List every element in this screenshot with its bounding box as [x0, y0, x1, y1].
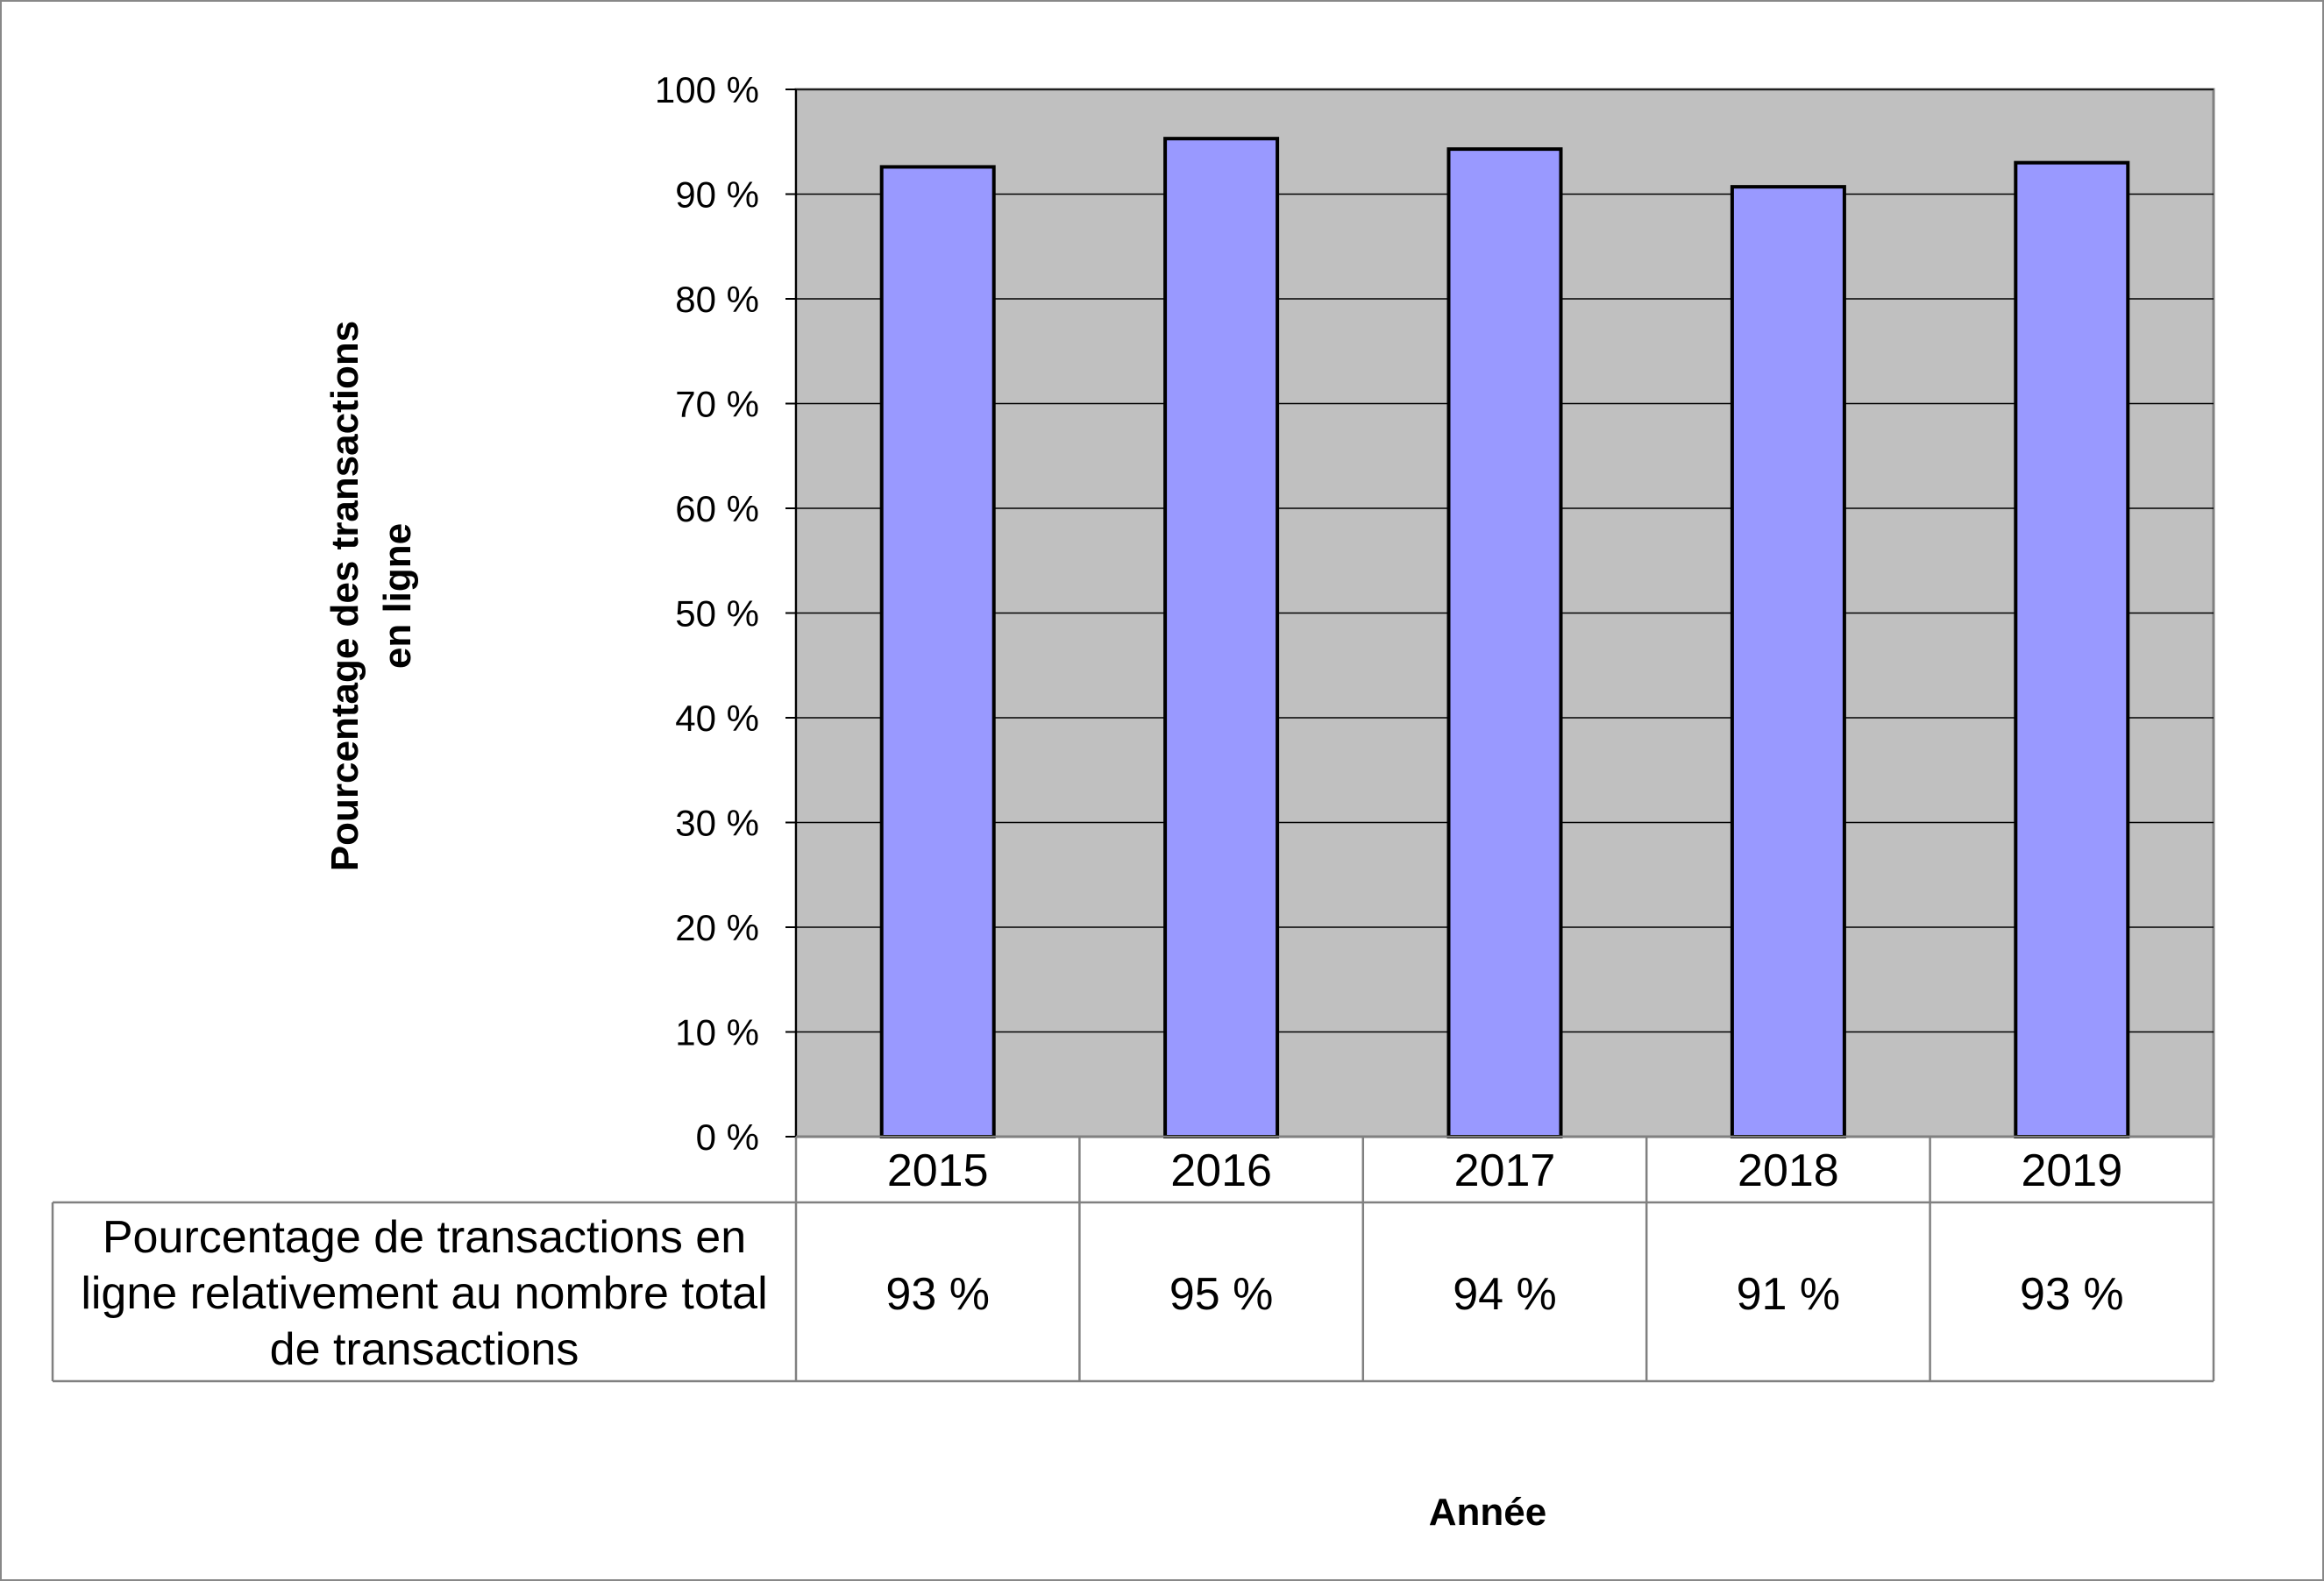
row-header-line: Pourcentage de transactions en: [103, 1212, 746, 1263]
x-axis-title: Année: [1429, 1491, 1546, 1534]
y-tick-label: 50 %: [675, 593, 759, 635]
y-axis-title-line-2: en ligne: [376, 523, 419, 669]
y-tick-label: 40 %: [675, 698, 759, 739]
y-axis-title-line-1: Pourcentage des transactions: [323, 321, 366, 871]
x-tick-label: 2017: [1454, 1145, 1556, 1196]
bar-2016: [1163, 137, 1280, 1138]
y-tick-label: 30 %: [675, 803, 759, 844]
bar-2015: [879, 165, 996, 1138]
x-tick-label: 2015: [887, 1145, 989, 1196]
y-tick-label: 100 %: [655, 69, 759, 110]
bar-2018: [1730, 185, 1846, 1138]
y-tick-label: 90 %: [675, 174, 759, 216]
bar-2019: [2014, 160, 2130, 1138]
x-tick-label: 2016: [1170, 1145, 1272, 1196]
x-tick-label: 2019: [2021, 1145, 2122, 1196]
y-tick-label: 80 %: [675, 279, 759, 320]
y-axis-ticks: 0 % 10 % 20 % 30 % 40 % 50 % 60 % 70 % 80 % 90 % 1…: [655, 69, 797, 1158]
bar-2017: [1446, 147, 1563, 1139]
y-tick-label: 70 %: [675, 384, 759, 425]
data-label: 95 %: [1169, 1269, 1274, 1320]
data-label: 93 %: [2020, 1269, 2124, 1320]
y-tick-label: 20 %: [675, 907, 759, 948]
y-tick-label: 10 %: [675, 1012, 759, 1053]
data-label: 94 %: [1453, 1269, 1557, 1320]
data-label: 93 %: [885, 1269, 990, 1320]
x-tick-label: 2018: [1738, 1145, 1839, 1196]
row-header-line: ligne relativement au nombre total: [81, 1268, 767, 1319]
y-tick-label: 60 %: [675, 488, 759, 529]
row-header-line: de transactions: [270, 1324, 579, 1375]
data-label: 91 %: [1737, 1269, 1841, 1320]
data-table: 2015 2016 2017 2018 2019 93 % 95 % 94 % 91 % 93 %…: [51, 1135, 2215, 1383]
y-tick-label: 0 %: [696, 1117, 759, 1158]
